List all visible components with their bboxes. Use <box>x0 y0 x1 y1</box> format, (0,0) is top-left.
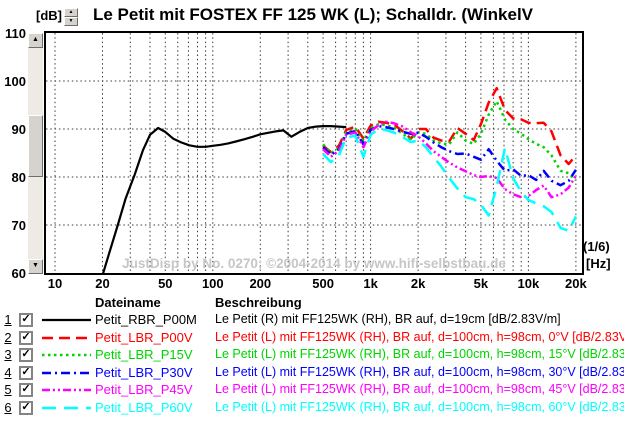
legend-row-number-link[interactable]: 3 <box>4 347 12 363</box>
plot-area: JustDisp by No. 0270; ©2004-2014 by www.… <box>44 31 584 276</box>
y-tick-label: 60 <box>11 266 26 281</box>
legend-description: Le Petit (L) mit FF125WK (RH), BR auf, d… <box>215 382 624 397</box>
legend-checkbox[interactable]: ✓ <box>19 348 33 363</box>
series-Petit_LBR_P60V <box>322 127 578 233</box>
legend-description: Le Petit (R) mit FF125WK (RH), BR auf, d… <box>215 312 561 326</box>
smoothing-annotation: (1/6) <box>583 239 610 254</box>
x-tick-label: 10k <box>517 276 540 291</box>
db-spinner: ▲ ▼ <box>64 8 78 26</box>
legend-row-number-link[interactable]: 4 <box>4 364 12 380</box>
frequency-response-plot: JustDisp by No. 0270; ©2004-2014 by www.… <box>46 33 582 276</box>
legend-description: Le Petit (L) mit FF125WK (RH), BR auf, d… <box>215 347 624 362</box>
x-tick-label: 200 <box>249 276 272 291</box>
legend-checkbox[interactable]: ✓ <box>19 400 33 415</box>
legend-checkbox[interactable]: ✓ <box>19 383 33 398</box>
y-tick-label: 100 <box>4 74 26 89</box>
y-tick-label: 80 <box>11 170 26 185</box>
series-Petit_LBR_P30V <box>322 124 577 187</box>
up-arrow-icon: ▲ <box>68 9 74 15</box>
check-icon: ✓ <box>21 400 31 413</box>
legend-row: 3 ✓ Petit_LBR_P15V Le Petit (L) mit FF12… <box>0 346 624 364</box>
legend-file-name: Petit_LBR_P45V <box>95 382 193 398</box>
legend-line-sample <box>42 371 91 375</box>
y-tick-label: 70 <box>11 218 26 233</box>
legend-description: Le Petit (L) mit FF125WK (RH), BR auf, d… <box>215 329 624 344</box>
legend-line-sample <box>42 353 91 357</box>
legend-line-sample <box>42 336 91 339</box>
legend-checkbox[interactable]: ✓ <box>19 313 33 327</box>
x-tick-label: 20k <box>565 276 587 291</box>
x-tick-label: 1k <box>363 276 378 291</box>
check-icon: ✓ <box>21 313 31 325</box>
check-icon: ✓ <box>21 348 31 361</box>
legend-line-sample <box>42 318 91 322</box>
scrollbar-thumb[interactable] <box>28 115 43 177</box>
check-icon: ✓ <box>21 330 31 343</box>
x-tick-label: 2k <box>410 276 426 291</box>
legend-line-sample <box>42 389 91 392</box>
legend-row: 4 ✓ Petit_LBR_P30V Le Petit (L) mit FF12… <box>0 364 624 382</box>
legend-description: Le Petit (L) mit FF125WK (RH), BR auf, d… <box>215 399 624 414</box>
check-icon: ✓ <box>21 383 31 396</box>
y-axis-unit-label: [dB] <box>36 8 62 23</box>
legend-header-dateiname: Dateiname <box>95 295 161 310</box>
legend-description: Le Petit (L) mit FF125WK (RH), BR auf, d… <box>215 364 624 379</box>
spinner-down-button[interactable]: ▼ <box>64 17 78 26</box>
x-tick-label: 500 <box>312 276 334 291</box>
series-Petit_RBR_P00M <box>101 124 347 276</box>
legend-header-beschreibung: Beschreibung <box>215 295 302 310</box>
legend-row: 1 ✓ Petit_RBR_P00M Le Petit (R) mit FF12… <box>0 311 624 329</box>
x-tick-label: 10 <box>47 276 63 291</box>
legend-checkbox[interactable]: ✓ <box>19 330 33 345</box>
spinner-up-button[interactable]: ▲ <box>64 8 78 17</box>
legend-row-number-link[interactable]: 1 <box>4 312 12 327</box>
vertical-scrollbar[interactable]: ▲ ▼ <box>28 33 43 274</box>
legend-row-number-link[interactable]: 2 <box>4 329 12 345</box>
up-arrow-icon: ▲ <box>32 36 39 43</box>
x-axis-unit-label: [Hz] <box>586 256 611 271</box>
legend-file-name: Petit_RBR_P00M <box>95 312 197 327</box>
legend-table: 1 ✓ Petit_RBR_P00M Le Petit (R) mit FF12… <box>0 311 624 417</box>
y-tick-label: 110 <box>5 26 26 41</box>
legend-row-number-link[interactable]: 5 <box>4 382 12 398</box>
series-Petit_LBR_P45V <box>322 120 577 199</box>
watermark: JustDisp by No. 0270; ©2004-2014 by www.… <box>122 256 506 271</box>
legend-file-name: Petit_LBR_P30V <box>95 364 193 380</box>
legend-file-name: Petit_LBR_P60V <box>95 399 193 415</box>
series-Petit_LBR_P15V <box>322 99 577 182</box>
down-arrow-icon: ▼ <box>68 18 74 24</box>
series-Petit_LBR_P00V <box>322 86 577 166</box>
legend-checkbox[interactable]: ✓ <box>19 365 33 380</box>
x-tick-label: 5k <box>473 276 489 291</box>
legend-line-sample <box>42 406 91 410</box>
legend-file-name: Petit_LBR_P15V <box>95 347 193 363</box>
chart-title: Le Petit mit FOSTEX FF 125 WK (L); Schal… <box>93 5 534 24</box>
y-tick-label: 90 <box>11 122 26 137</box>
down-arrow-icon: ▼ <box>32 262 39 269</box>
x-tick-label: 20 <box>95 276 110 291</box>
legend-file-name: Petit_LBR_P00V <box>95 329 193 345</box>
legend-row: 2 ✓ Petit_LBR_P00V Le Petit (L) mit FF12… <box>0 329 624 347</box>
check-icon: ✓ <box>21 365 31 378</box>
scroll-up-button[interactable]: ▲ <box>28 33 43 48</box>
x-tick-label: 50 <box>158 276 173 291</box>
scroll-down-button[interactable]: ▼ <box>28 259 43 274</box>
x-tick-label: 100 <box>201 276 224 291</box>
legend-row: 6 ✓ Petit_LBR_P60V Le Petit (L) mit FF12… <box>0 399 624 417</box>
legend-row: 5 ✓ Petit_LBR_P45V Le Petit (L) mit FF12… <box>0 381 624 399</box>
legend-row-number-link[interactable]: 6 <box>4 399 12 415</box>
